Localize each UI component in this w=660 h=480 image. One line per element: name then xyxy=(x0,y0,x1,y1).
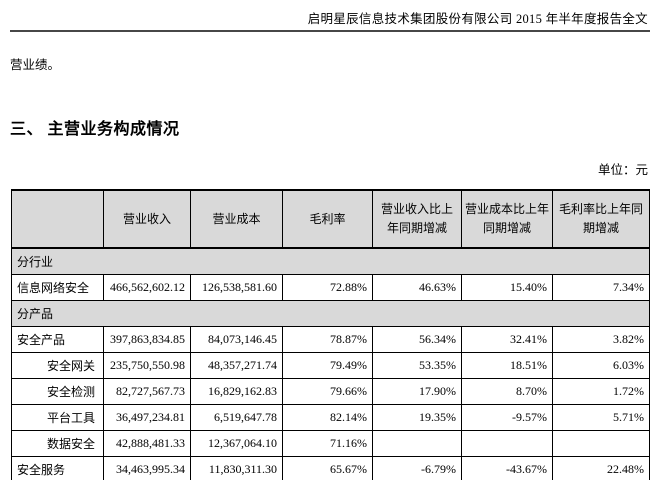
cell-cost-yoy: 18.51% xyxy=(461,352,553,379)
cell-revenue-yoy: -6.79% xyxy=(372,456,462,480)
unit-label: 单位：元 xyxy=(597,163,648,177)
table-row: 数据安全 42,888,481.33 12,367,064.10 71.16% xyxy=(11,430,650,457)
cell-margin-yoy: 1.72% xyxy=(552,378,650,405)
cell-revenue: 82,727,567.73 xyxy=(103,378,191,405)
cell-cost: 84,073,146.45 xyxy=(190,326,283,353)
header-margin-yoy: 毛利率比上年同期增减 xyxy=(552,189,650,249)
table-row: 安全检测 82,727,567.73 16,829,162.83 79.66% … xyxy=(11,378,650,405)
cell-revenue-yoy: 56.34% xyxy=(372,326,462,353)
cell-cost-yoy: 8.70% xyxy=(461,378,553,405)
cell-margin: 82.14% xyxy=(282,404,373,431)
cell-cost-yoy: 32.41% xyxy=(461,326,553,353)
document-header: 启明星辰信息技术集团股份有限公司 2015 年半年度报告全文 xyxy=(10,0,650,32)
cell-revenue: 466,562,602.12 xyxy=(103,274,191,301)
row-label: 安全服务 xyxy=(11,456,104,480)
header-revenue: 营业收入 xyxy=(103,189,191,249)
document-title: 启明星辰信息技术集团股份有限公司 2015 年半年度报告全文 xyxy=(307,12,648,26)
header-revenue-yoy: 营业收入比上年同期增减 xyxy=(372,189,462,249)
cell-margin-yoy: 3.82% xyxy=(552,326,650,353)
cell-revenue: 397,863,834.85 xyxy=(103,326,191,353)
row-label: 安全检测 xyxy=(11,378,104,405)
cell-cost: 11,830,311.30 xyxy=(190,456,283,480)
cell-margin: 78.87% xyxy=(282,326,373,353)
table-row: 平台工具 36,497,234.81 6,519,647.78 82.14% 1… xyxy=(11,404,650,431)
table-row: 安全产品 397,863,834.85 84,073,146.45 78.87%… xyxy=(11,326,650,353)
cell-revenue: 235,750,550.98 xyxy=(103,352,191,379)
cell-cost-yoy xyxy=(461,430,553,457)
table-header-row: 营业收入 营业成本 毛利率 营业收入比上年同期增减 营业成本比上年同期增减 毛利… xyxy=(11,189,650,249)
cell-margin: 65.67% xyxy=(282,456,373,480)
cell-margin-yoy: 22.48% xyxy=(552,456,650,480)
cell-revenue-yoy: 19.35% xyxy=(372,404,462,431)
section-heading: 三、 主营业务构成情况 xyxy=(10,121,180,138)
cell-revenue: 36,497,234.81 xyxy=(103,404,191,431)
cell-margin: 79.49% xyxy=(282,352,373,379)
header-cost-yoy: 营业成本比上年同期增减 xyxy=(461,189,553,249)
cell-cost: 16,829,162.83 xyxy=(190,378,283,405)
cell-cost: 126,538,581.60 xyxy=(190,274,283,301)
section-label: 分产品 xyxy=(11,300,650,327)
table-row: 安全服务 34,463,995.34 11,830,311.30 65.67% … xyxy=(11,456,650,480)
header-corner xyxy=(11,189,104,249)
intro-text: 营业绩。 xyxy=(10,58,61,72)
row-label: 数据安全 xyxy=(11,430,104,457)
header-cost: 营业成本 xyxy=(190,189,283,249)
cell-revenue: 34,463,995.34 xyxy=(103,456,191,480)
table-row: 信息网络安全 466,562,602.12 126,538,581.60 72.… xyxy=(11,274,650,301)
business-composition-table: 营业收入 营业成本 毛利率 营业收入比上年同期增减 营业成本比上年同期增减 毛利… xyxy=(11,189,650,480)
cell-cost-yoy: -9.57% xyxy=(461,404,553,431)
cell-cost-yoy: 15.40% xyxy=(461,274,553,301)
row-label: 信息网络安全 xyxy=(11,274,104,301)
row-label: 安全产品 xyxy=(11,326,104,353)
cell-margin-yoy xyxy=(552,430,650,457)
cell-margin: 79.66% xyxy=(282,378,373,405)
table-row: 安全网关 235,750,550.98 48,357,271.74 79.49%… xyxy=(11,352,650,379)
section-label: 分行业 xyxy=(11,247,650,275)
cell-margin: 71.16% xyxy=(282,430,373,457)
cell-revenue-yoy: 46.63% xyxy=(372,274,462,301)
cell-revenue-yoy xyxy=(372,430,462,457)
cell-margin-yoy: 7.34% xyxy=(552,274,650,301)
cell-cost: 12,367,064.10 xyxy=(190,430,283,457)
header-margin: 毛利率 xyxy=(282,189,373,249)
section-row-industry: 分行业 xyxy=(11,247,650,275)
cell-cost: 6,519,647.78 xyxy=(190,404,283,431)
cell-margin-yoy: 6.03% xyxy=(552,352,650,379)
cell-revenue: 42,888,481.33 xyxy=(103,430,191,457)
row-label: 平台工具 xyxy=(11,404,104,431)
cell-margin-yoy: 5.71% xyxy=(552,404,650,431)
cell-cost-yoy: -43.67% xyxy=(461,456,553,480)
cell-margin: 72.88% xyxy=(282,274,373,301)
cell-revenue-yoy: 53.35% xyxy=(372,352,462,379)
row-label: 安全网关 xyxy=(11,352,104,379)
cell-revenue-yoy: 17.90% xyxy=(372,378,462,405)
section-row-product: 分产品 xyxy=(11,300,650,327)
cell-cost: 48,357,271.74 xyxy=(190,352,283,379)
